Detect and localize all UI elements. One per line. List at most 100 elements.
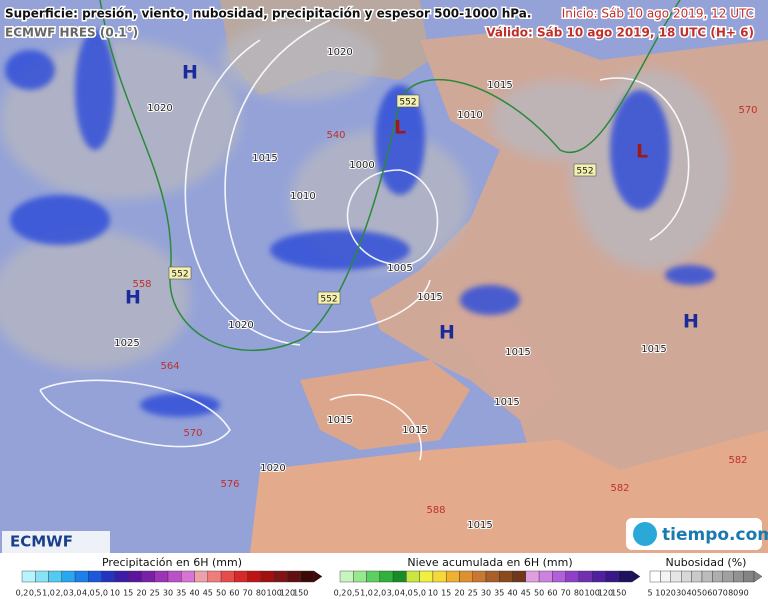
legend-swatch	[127, 570, 142, 583]
legend-tick: 60	[707, 589, 717, 598]
legend-tick: 50	[216, 589, 226, 598]
isobar-label: 1025	[114, 338, 139, 349]
legend-swatch	[459, 570, 473, 583]
legend-swatch	[406, 570, 420, 583]
boxed-label: 552	[399, 98, 416, 108]
legend-swatch	[733, 570, 744, 583]
legend-swatch	[485, 570, 500, 583]
tiempo-icon	[633, 522, 657, 546]
legend-arrow	[631, 570, 641, 583]
legend-tick: 5	[647, 589, 652, 598]
legend-swatch	[392, 570, 407, 583]
legend-tick: 3,0	[387, 589, 400, 598]
legend-swatch	[578, 570, 593, 583]
boxed-label-bg	[168, 266, 192, 280]
thickness-label: 582	[728, 455, 747, 466]
boxed-label-bg	[396, 94, 420, 108]
legend-tick: 25	[150, 589, 160, 598]
legend-swatch	[660, 570, 672, 583]
legend-tick: 90	[739, 589, 749, 598]
legend-tick: 10	[428, 589, 438, 598]
legend-swatch	[649, 570, 661, 583]
legend-tick: 80	[256, 589, 266, 598]
legend-swatch	[591, 570, 606, 583]
legend-tick: 0,2	[16, 589, 29, 598]
legend-tick: 120	[280, 589, 295, 598]
legend-tick: 15	[441, 589, 451, 598]
legend-swatch	[141, 570, 155, 583]
legend-swatch	[499, 570, 513, 583]
legend-swatch	[445, 570, 460, 583]
init-time: Inicio: Sáb 10 ago 2019, 12 UTC	[562, 7, 754, 21]
legend-swatch	[722, 570, 734, 583]
legend-swatch	[432, 570, 447, 583]
legend-swatch	[670, 570, 682, 583]
legend-swatch	[353, 570, 367, 583]
legend-arrow	[753, 570, 763, 583]
legend-swatch	[88, 570, 102, 583]
legend-tick: 45	[521, 589, 531, 598]
thickness-label: 588	[426, 505, 445, 516]
legend-swatch	[273, 570, 288, 583]
legend-tick: 4,0	[400, 589, 413, 598]
valid-time: Válido: Sáb 10 ago 2019, 18 UTC (H+ 6)	[486, 26, 754, 40]
legend-tick: 0,5	[347, 589, 360, 598]
legend-tick: 5,0	[95, 589, 108, 598]
legend-swatch	[472, 570, 487, 583]
legend-swatch	[154, 570, 169, 583]
isobar-label: 1010	[457, 110, 482, 121]
legend-tick: 20	[666, 589, 676, 598]
legend-tick: 150	[611, 589, 626, 598]
legend-swatch	[681, 570, 692, 583]
legend-swatch	[691, 570, 703, 583]
legend-swatch	[114, 570, 129, 583]
model: ECMWF HRES (0.1°)	[5, 26, 138, 40]
thickness-label: 570	[183, 428, 202, 439]
isobar-label: 1015	[327, 415, 352, 426]
isobar-label: 1015	[417, 292, 442, 303]
isobar-label: 1020	[228, 320, 253, 331]
legend-tick: 70	[561, 589, 571, 598]
legend-tick: 40	[687, 589, 697, 598]
tiempo-logo-bg	[626, 518, 762, 550]
legend-swatch	[287, 570, 301, 583]
legend-tick: 70	[718, 589, 728, 598]
thickness-label: 564	[160, 361, 179, 372]
legend-tick: 30	[481, 589, 491, 598]
isobar-label: 1020	[260, 463, 285, 474]
legend-swatch	[74, 570, 89, 583]
legend-tick: 80	[574, 589, 584, 598]
legend-tick: 0,5	[29, 589, 42, 598]
legend-tick: 2,0	[55, 589, 68, 598]
title: Superficie: presión, viento, nubosidad, …	[5, 7, 531, 21]
legend-tick: 70	[243, 589, 253, 598]
boxed-label: 552	[171, 270, 188, 280]
legend-swatch	[21, 570, 36, 583]
legend-title: Nubosidad (%)	[666, 556, 747, 569]
legend-tick: 80	[728, 589, 738, 598]
legend-tick: 4,0	[82, 589, 95, 598]
legend-swatch	[525, 570, 540, 583]
legend-swatch	[379, 570, 394, 583]
legend-tick: 40	[189, 589, 199, 598]
legend-swatch	[194, 570, 209, 583]
legend-swatch	[552, 570, 566, 583]
legend-swatch	[101, 570, 116, 583]
legend-tick: 1,0	[360, 589, 373, 598]
legend-tick: 20	[136, 589, 146, 598]
legend-swatch	[743, 570, 755, 583]
isobar-label: 1015	[505, 347, 530, 358]
legend-swatch	[61, 570, 76, 583]
legend-swatch	[701, 570, 713, 583]
legend-tick: 2,0	[373, 589, 386, 598]
legend-tick: 35	[176, 589, 186, 598]
boxed-label-bg	[573, 163, 597, 177]
legend-tick: 35	[494, 589, 504, 598]
legend-tick: 100	[585, 589, 600, 598]
legend-tick: 60	[229, 589, 239, 598]
legend-tick: 1,0	[42, 589, 55, 598]
legend-tick: 0,2	[334, 589, 347, 598]
legend-swatch	[167, 570, 182, 583]
legend-swatch	[35, 570, 49, 583]
